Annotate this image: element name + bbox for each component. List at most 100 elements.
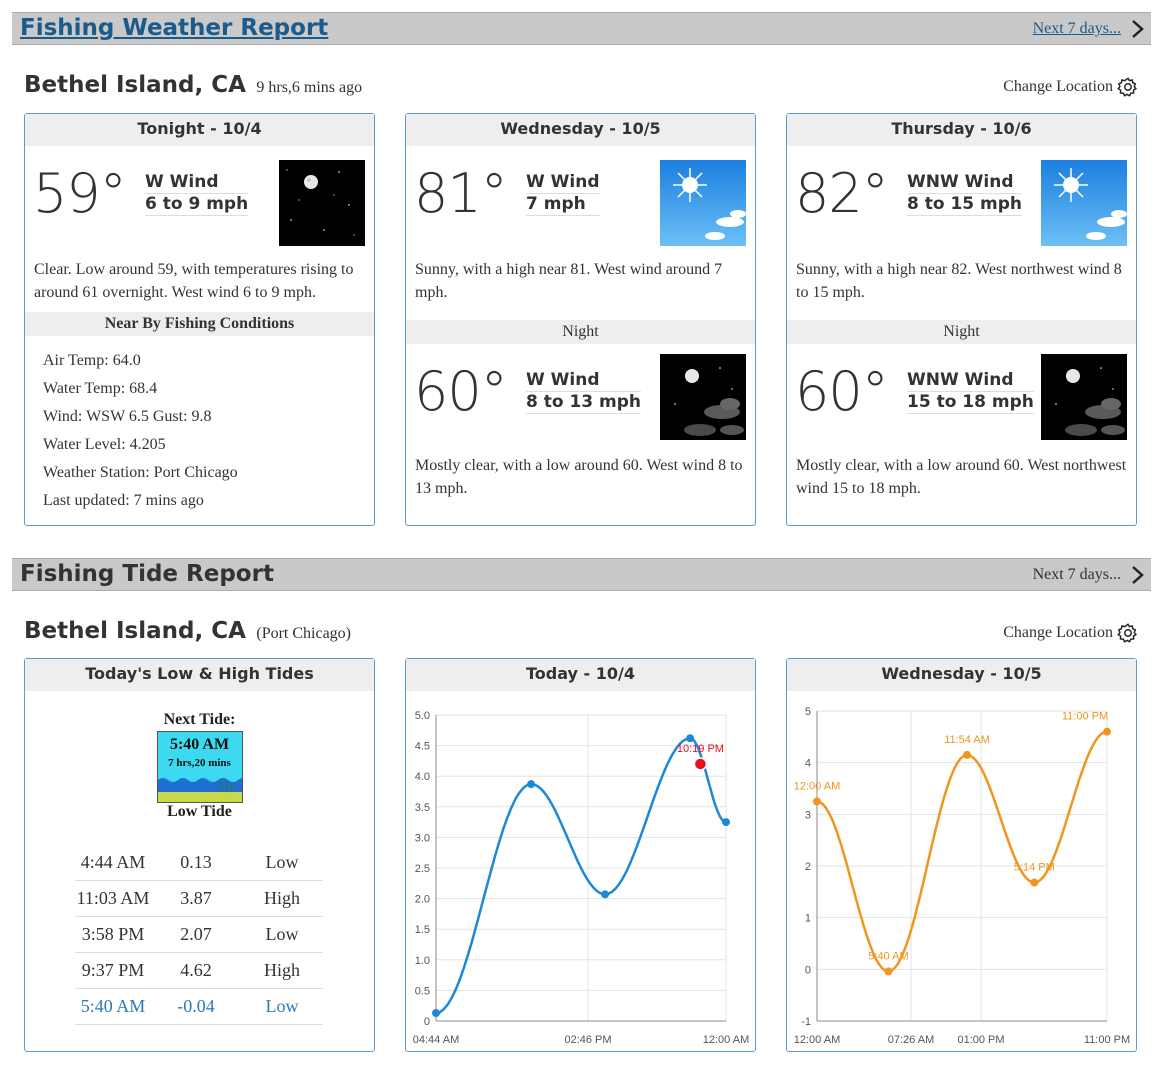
y-tick-label: 5 (805, 706, 811, 718)
weather-next-days-link[interactable]: Next 7 days... (1032, 20, 1121, 37)
forecast-card-thursday: Thursday - 10/6 82° WNW Wind 8 to 15 mph… (786, 113, 1137, 526)
data-point (1030, 878, 1039, 887)
y-tick-label: 2.0 (415, 894, 430, 906)
wind-speed: 7 mph (526, 194, 600, 216)
change-location-label[interactable]: Change Location (1003, 78, 1113, 95)
y-tick-label: 1.0 (415, 955, 430, 967)
x-tick-label: 02:46 PM (564, 1034, 611, 1046)
current-tide-marker (693, 757, 708, 771)
x-tick-label: 11:00 PM (1084, 1034, 1130, 1046)
card-header: Today - 10/4 (406, 659, 755, 691)
tide-chart-card-today: Today - 10/4 0 0.5 1.0 1.5 2.0 2.5 3.0 3.5 4.0 4.… (405, 658, 756, 1052)
temperature: 81° (414, 162, 508, 225)
night-temperature: 60° (795, 360, 889, 423)
tide-station: (Port Chicago) (256, 625, 352, 642)
data-point (432, 1009, 440, 1018)
card-header: Wednesday - 10/5 (787, 659, 1136, 691)
data-label: 5:14 PM (1014, 862, 1055, 874)
tide-type-cell: Low (265, 924, 299, 944)
card-header: Today's Low & High Tides (25, 659, 374, 691)
data-point (1103, 727, 1111, 736)
tide-time-cell: 9:37 PM (81, 960, 145, 980)
tide-time-cell: 11:03 AM (76, 888, 150, 908)
forecast-description: Sunny, with a high near 82. West northwe… (796, 261, 1122, 301)
next-tide-label: Next Tide: (163, 711, 236, 728)
tide-next-days-link[interactable]: Next 7 days... (1032, 566, 1121, 583)
forecast-description: Sunny, with a high near 81. West wind ar… (415, 261, 723, 301)
condition-station: Weather Station: Port Chicago (43, 464, 238, 481)
forecast-row: 59° W Wind 6 to 9 mph (25, 146, 374, 246)
y-tick-label: 5.0 (415, 710, 430, 722)
tide-height-cell: 2.07 (180, 924, 212, 944)
conditions-list: Air Temp: 64.0 Water Temp: 68.4 Wind: WS… (25, 336, 374, 520)
tide-change-location[interactable]: Change Location (1003, 622, 1139, 644)
x-tick-label: 01:00 PM (957, 1034, 1004, 1046)
tide-series-line (816, 730, 1108, 973)
current-time-label: 10:19 PM (677, 743, 724, 755)
y-tick-label: 1 (805, 913, 811, 925)
condition-air-temp: Air Temp: 64.0 (43, 352, 141, 369)
condition-last-updated: Last updated: 7 mins ago (43, 492, 204, 509)
y-tick-label: 1.5 (415, 924, 430, 936)
next-tide-box: 5:40 AM 7 hrs,20 mins (156, 731, 243, 803)
next-tide-time: 5:40 AM (169, 736, 230, 753)
y-tick-label: 2 (805, 861, 811, 873)
wind-info: W Wind 7 mph (526, 172, 600, 216)
tide-height-cell: 4.62 (180, 960, 212, 980)
tide-height-cell: -0.04 (177, 996, 215, 1016)
moon-clear-icon (279, 160, 365, 246)
tide-time-cell: 3:58 PM (81, 924, 145, 944)
data-point (527, 780, 536, 789)
wind-info: WNW Wind 8 to 15 mph (907, 172, 1023, 216)
night-forecast-row: 60° W Wind 8 to 13 mph (406, 344, 755, 442)
night-wind-speed: 15 to 18 mph (907, 392, 1034, 414)
condition-wind: Wind: WSW 6.5 Gust: 9.8 (43, 408, 212, 425)
table-row: 11:03 AM 3.87 High (75, 881, 323, 917)
x-tick-label: 07:26 AM (888, 1034, 934, 1046)
y-tick-label: 4.5 (415, 741, 430, 753)
change-location-label[interactable]: Change Location (1003, 624, 1113, 641)
weather-change-location[interactable]: Change Location (1003, 76, 1139, 98)
wind-direction: WNW Wind (907, 172, 1023, 194)
night-temperature: 60° (414, 360, 508, 423)
weather-section-bar: Fishing Weather Report Next 7 days... (12, 12, 1151, 45)
x-tick-label: 12:00 AM (703, 1034, 749, 1046)
conditions-header: Near By Fishing Conditions (25, 312, 374, 336)
weather-location-name: Bethel Island, CA (24, 72, 246, 98)
chevron-right-icon[interactable] (1129, 19, 1145, 39)
weather-report-title[interactable]: Fishing Weather Report (20, 15, 329, 41)
data-label: 11:00 PM (1062, 711, 1108, 723)
sunny-icon (1041, 160, 1127, 246)
temperature: 82° (795, 162, 889, 225)
y-tick-label: 3.0 (415, 832, 430, 844)
condition-water-temp: Water Temp: 68.4 (43, 380, 158, 397)
next-tide-remaining: 7 hrs,20 mins (168, 757, 231, 769)
tide-height-cell: 0.13 (180, 852, 212, 872)
sunny-icon (660, 160, 746, 246)
night-forecast-description: Mostly clear, with a low around 60. West… (796, 457, 1127, 497)
data-label: 5:40 AM (868, 950, 908, 962)
tide-chart-card-wednesday: Wednesday - 10/5 -1 0 1 2 3 4 5 12:00 AM 07:26 A… (786, 658, 1137, 1052)
data-point (963, 750, 972, 759)
tide-height-cell: 3.87 (180, 888, 212, 908)
y-tick-label: -1 (801, 1016, 811, 1028)
tide-chart-wednesday: -1 0 1 2 3 4 5 12:00 AM 07:26 AM 01:00 PM 11:00 PM… (794, 706, 1130, 1046)
data-label: 12:00 AM (794, 780, 840, 792)
tide-report-title: Fishing Tide Report (20, 561, 274, 587)
tide-location-row: Bethel Island, CA (Port Chicago) Change … (24, 618, 1139, 652)
data-point (601, 890, 610, 899)
y-tick-label: 4.0 (415, 771, 430, 783)
night-wind-direction: WNW Wind (907, 370, 1034, 392)
tide-times-table: 4:44 AM 0.13 Low 11:03 AM 3.87 High 3:58… (75, 845, 323, 1025)
tide-chart-today: 0 0.5 1.0 1.5 2.0 2.5 3.0 3.5 4.0 4.5 5.0 04:44 AM 0… (413, 710, 749, 1046)
x-tick-label: 04:44 AM (413, 1034, 459, 1046)
low-tide-waves-icon (157, 778, 242, 802)
gear-icon[interactable] (1117, 622, 1139, 644)
moon-cloudy-icon (660, 354, 746, 440)
chevron-right-icon[interactable] (1129, 565, 1145, 585)
table-row: 3:58 PM 2.07 Low (75, 917, 323, 953)
y-tick-label: 4 (805, 758, 811, 770)
next-tide-kind: Low Tide (167, 803, 232, 820)
tide-time-cell: 5:40 AM (80, 996, 146, 1016)
gear-icon[interactable] (1117, 76, 1139, 98)
